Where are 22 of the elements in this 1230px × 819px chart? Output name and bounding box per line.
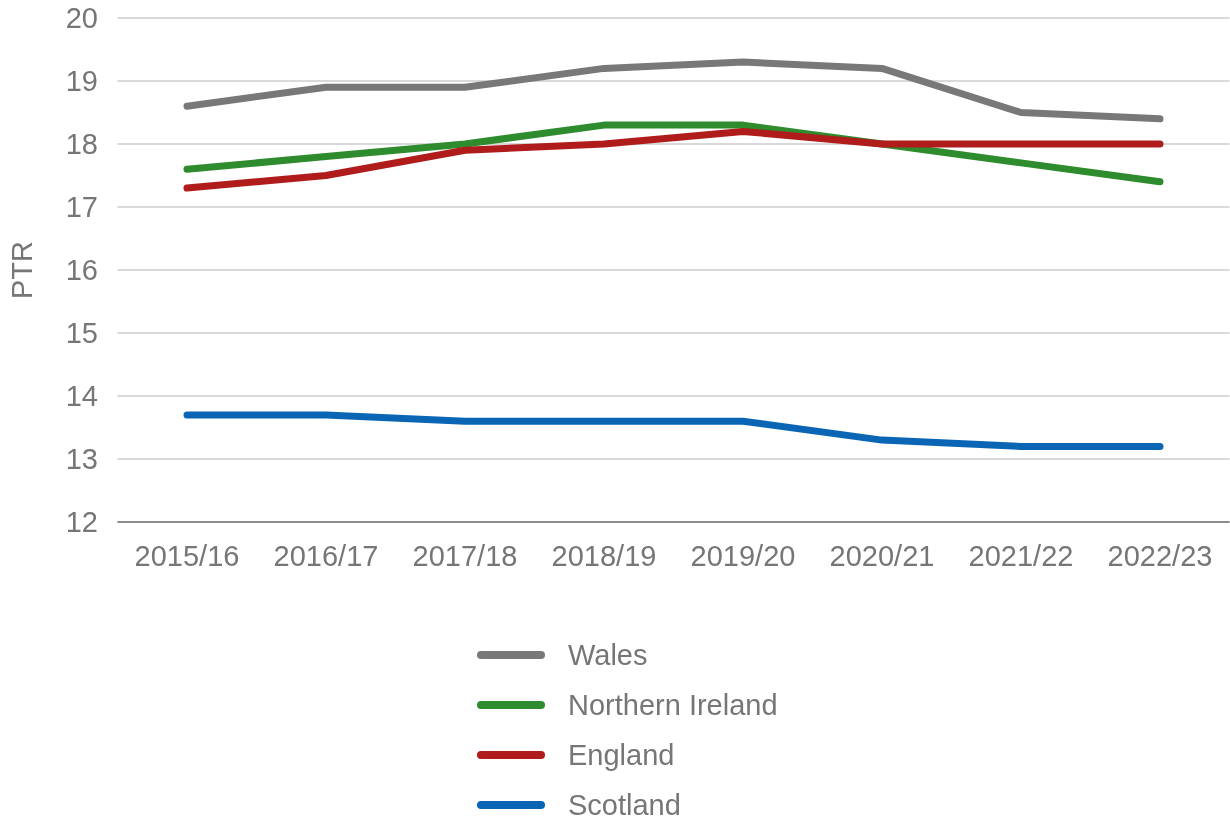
y-tick-label: 14 [65, 380, 98, 413]
y-tick-label: 13 [65, 443, 98, 476]
x-tick-label: 2021/22 [968, 540, 1074, 573]
legend-label: England [568, 739, 675, 772]
x-tick-label: 2020/21 [829, 540, 935, 573]
y-tick-label: 18 [65, 128, 98, 161]
x-tick-label: 2017/18 [412, 540, 518, 573]
y-tick-label: 17 [65, 191, 98, 224]
x-tick-label: 2019/20 [690, 540, 796, 573]
y-tick-label: 19 [65, 65, 98, 98]
y-tick-label: 20 [65, 2, 98, 35]
y-axis-title: PTR [6, 241, 39, 299]
y-tick-label: 16 [65, 254, 98, 287]
y-tick-label: 15 [65, 317, 98, 350]
legend-label: Wales [568, 639, 648, 672]
y-tick-label: 12 [65, 506, 98, 539]
x-tick-label: 2022/23 [1107, 540, 1213, 573]
x-tick-label: 2016/17 [273, 540, 379, 573]
legend-label: Northern Ireland [568, 689, 778, 722]
x-tick-label: 2015/16 [134, 540, 240, 573]
x-tick-label: 2018/19 [551, 540, 657, 573]
legend-label: Scotland [568, 789, 681, 819]
